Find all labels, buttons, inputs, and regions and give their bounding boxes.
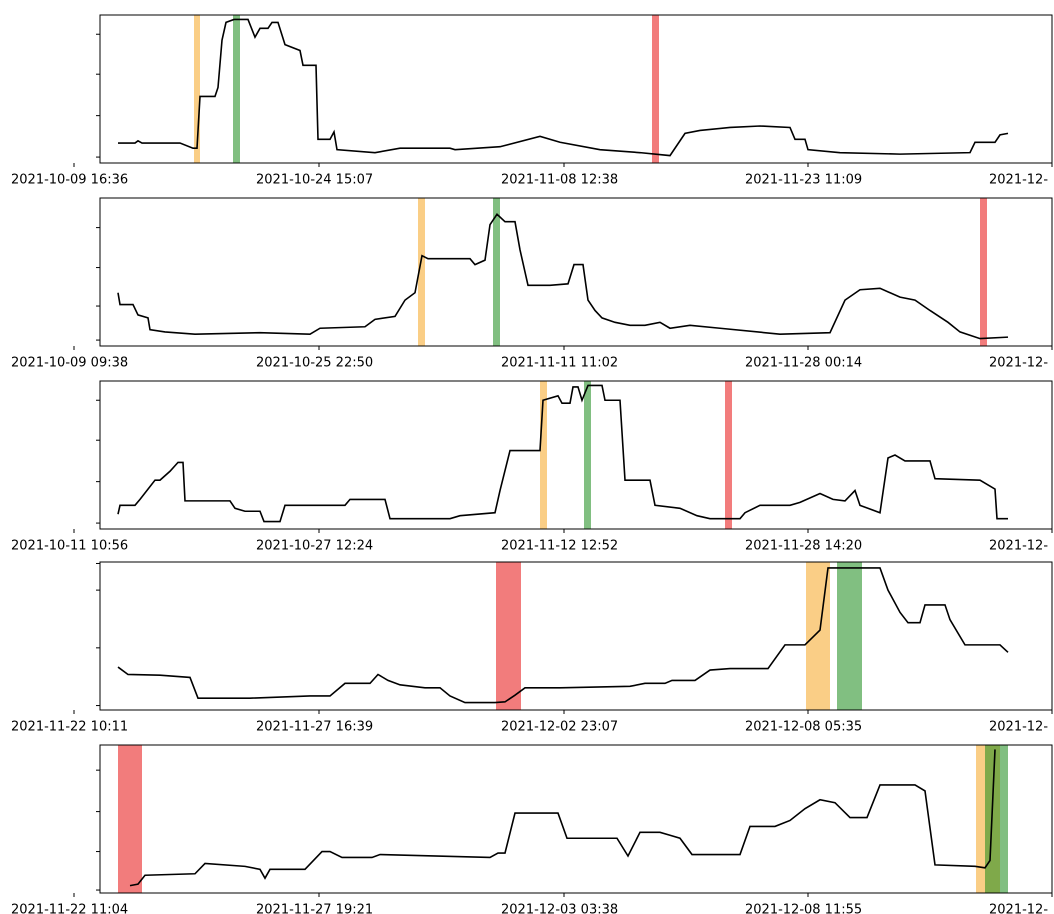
x-tick-label: 2021-12- — [989, 720, 1048, 735]
plot-frame — [99, 14, 1053, 164]
highlight-span — [584, 381, 591, 529]
x-tick-label: 2021-12- — [989, 903, 1048, 914]
x-tick-label: 2021-11-27 16:39 — [256, 720, 373, 735]
highlight-span — [496, 562, 521, 710]
data-line — [129, 749, 996, 887]
highlight-span — [725, 381, 732, 529]
x-tick-label: 2021-10-11 10:56 — [11, 539, 128, 554]
highlight-span — [233, 15, 240, 163]
plot-frame — [99, 561, 1053, 711]
highlight-span — [418, 198, 425, 346]
plot-frame — [99, 197, 1053, 347]
x-tick-label: 2021-12-02 23:07 — [501, 720, 618, 735]
x-tick-label: 2021-11-22 11:04 — [11, 903, 128, 914]
x-tick-label: 2021-11-11 11:02 — [501, 356, 618, 371]
highlight-span — [540, 381, 547, 529]
x-tick-label: 2021-12- — [989, 173, 1048, 188]
x-tick-label: 2021-11-28 14:20 — [745, 539, 862, 554]
highlight-span — [837, 562, 862, 710]
x-tick-label: 2021-12-03 03:38 — [501, 903, 618, 914]
data-line — [117, 213, 1009, 340]
data-line — [117, 384, 1008, 523]
x-tick-label: 2021-12-08 11:55 — [745, 903, 862, 914]
highlight-span — [652, 15, 659, 163]
plot-frame — [99, 380, 1053, 530]
highlight-span — [980, 198, 987, 346]
plot-frame — [99, 744, 1053, 894]
data-line — [118, 18, 1009, 157]
x-tick-label: 2021-11-22 10:11 — [11, 720, 128, 735]
x-tick-label: 2021-11-08 12:38 — [501, 173, 618, 188]
highlight-span — [985, 745, 1008, 893]
x-tick-label: 2021-12-08 05:35 — [745, 720, 862, 735]
x-tick-label: 2021-10-24 15:07 — [256, 173, 373, 188]
data-line — [117, 567, 1009, 704]
x-tick-label: 2021-11-28 00:14 — [745, 356, 862, 371]
highlight-span — [194, 15, 200, 163]
x-tick-label: 2021-10-09 09:38 — [11, 356, 128, 371]
x-tick-label: 2021-12- — [989, 539, 1048, 554]
highlight-span — [118, 745, 142, 893]
x-tick-label: 2021-10-25 22:50 — [256, 356, 373, 371]
x-tick-label: 2021-11-27 19:21 — [256, 903, 373, 914]
x-tick-label: 2021-11-12 12:52 — [501, 539, 618, 554]
highlight-span — [493, 198, 500, 346]
x-tick-label: 2021-12- — [989, 356, 1048, 371]
x-tick-label: 2021-10-27 12:24 — [256, 539, 373, 554]
x-tick-label: 2021-10-09 16:36 — [11, 173, 128, 188]
x-tick-label: 2021-11-23 11:09 — [745, 173, 862, 188]
